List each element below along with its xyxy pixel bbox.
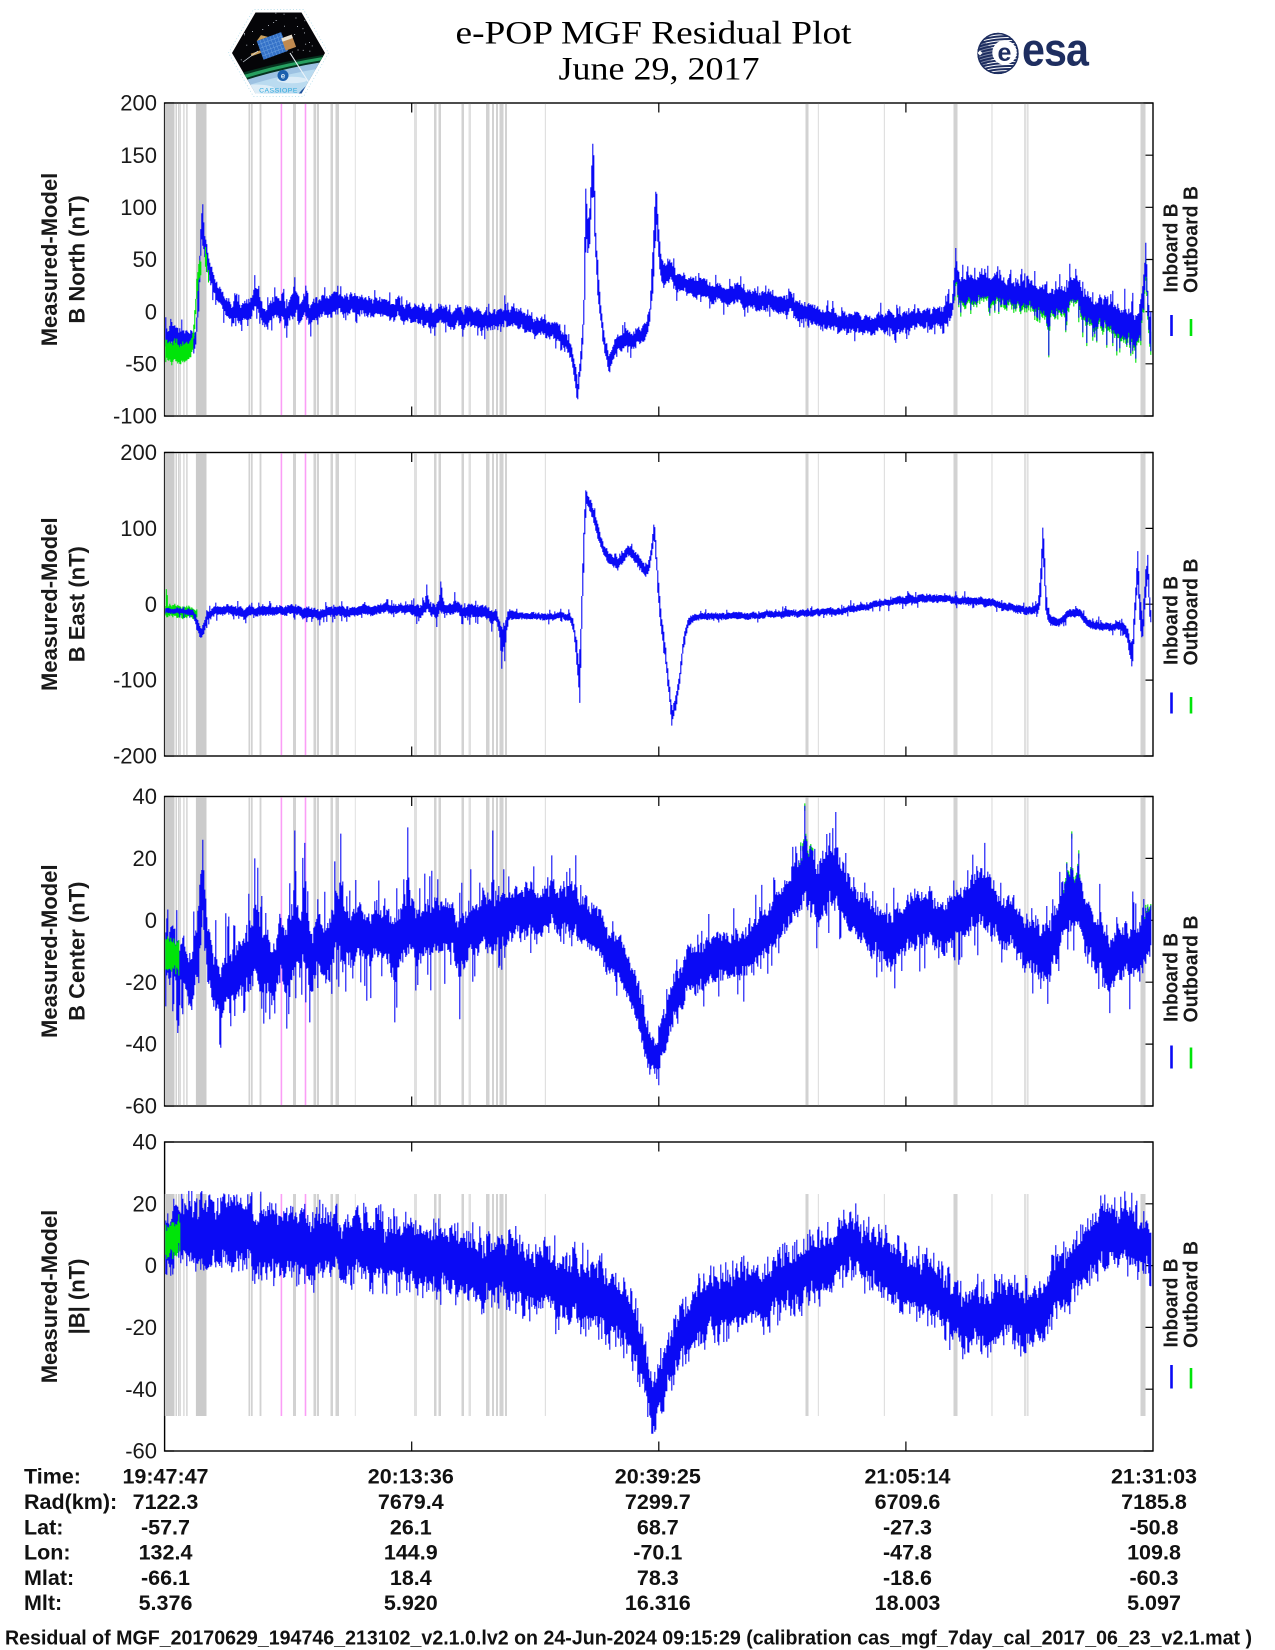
svg-text:Outboard B: Outboard B [1181,916,1203,1023]
svg-text:5.376: 5.376 [139,1591,193,1615]
svg-text:-27.3: -27.3 [883,1515,932,1539]
svg-text:Measured-Model: Measured-Model [37,1210,62,1384]
svg-text:19:47:47: 19:47:47 [122,1465,208,1489]
svg-text:7299.7: 7299.7 [625,1490,691,1514]
svg-text:B East (nT): B East (nT) [65,546,90,662]
svg-text:20: 20 [133,846,157,871]
svg-text:18.4: 18.4 [390,1566,432,1590]
svg-text:-40: -40 [125,1377,157,1402]
svg-text:Lat:: Lat: [24,1515,63,1539]
svg-text:Inboard B: Inboard B [1161,933,1183,1022]
svg-text:150: 150 [120,143,157,168]
svg-text:-100: -100 [113,404,157,429]
svg-text:Mlt:: Mlt: [24,1591,62,1615]
svg-text:16.316: 16.316 [625,1591,691,1615]
svg-text:Measured-Model: Measured-Model [37,173,62,347]
svg-text:5.920: 5.920 [384,1591,438,1615]
svg-text:esa: esa [1022,24,1089,76]
svg-text:0: 0 [145,592,157,617]
svg-text:-66.1: -66.1 [141,1566,190,1590]
svg-text:7122.3: 7122.3 [133,1490,199,1514]
svg-text:-200: -200 [113,744,157,769]
svg-text:-60: -60 [125,1094,157,1119]
svg-text:50: 50 [133,247,157,272]
svg-text:-50: -50 [125,351,157,376]
svg-text:20: 20 [133,1191,157,1216]
svg-text:5.097: 5.097 [1127,1591,1181,1615]
svg-text:21:31:03: 21:31:03 [1111,1465,1197,1489]
svg-text:Outboard B: Outboard B [1181,186,1203,293]
svg-text:200: 200 [120,91,157,116]
svg-text:0: 0 [145,299,157,324]
svg-text:200: 200 [120,440,157,465]
svg-text:-60.3: -60.3 [1129,1566,1178,1590]
svg-text:Lon:: Lon: [24,1541,71,1565]
svg-text:-40: -40 [125,1032,157,1057]
svg-text:-70.1: -70.1 [633,1541,682,1565]
svg-text:100: 100 [120,195,157,220]
svg-text:Time:: Time: [24,1465,81,1489]
svg-text:Outboard B: Outboard B [1181,559,1203,666]
svg-text:26.1: 26.1 [390,1515,432,1539]
svg-text:109.8: 109.8 [1127,1541,1181,1565]
svg-text:Outboard B: Outboard B [1181,1241,1203,1348]
svg-text:-100: -100 [113,668,157,693]
svg-text:Inboard B: Inboard B [1161,204,1183,293]
svg-text:-18.6: -18.6 [883,1566,932,1590]
svg-text:20:13:36: 20:13:36 [368,1465,454,1489]
svg-text:78.3: 78.3 [637,1566,679,1590]
svg-text:Measured-Model: Measured-Model [37,517,62,691]
svg-text:-60: -60 [125,1439,157,1464]
svg-text:Inboard B: Inboard B [1161,576,1183,665]
svg-text:40: 40 [133,784,157,809]
svg-text:-57.7: -57.7 [141,1515,190,1539]
svg-text:6709.6: 6709.6 [875,1490,941,1514]
svg-text:100: 100 [120,516,157,541]
svg-text:144.9: 144.9 [384,1541,438,1565]
svg-text:68.7: 68.7 [637,1515,679,1539]
svg-text:e: e [281,72,286,81]
svg-text:CASSIOPE: CASSIOPE [259,88,298,95]
svg-text:B North (nT): B North (nT) [65,195,90,323]
svg-text:0: 0 [145,1253,157,1278]
svg-text:Rad(km):: Rad(km): [24,1490,117,1514]
svg-text:e-POP MGF Residual Plot: e-POP MGF Residual Plot [456,16,852,52]
svg-text:Residual of MGF_20170629_19474: Residual of MGF_20170629_194746_213102_v… [5,1628,1252,1650]
svg-text:0: 0 [145,908,157,933]
svg-text:132.4: 132.4 [139,1541,193,1565]
svg-text:e: e [998,39,1012,67]
svg-text:June 29, 2017: June 29, 2017 [559,52,760,88]
svg-text:Measured-Model: Measured-Model [37,864,62,1038]
svg-text:-50.8: -50.8 [1129,1515,1178,1539]
svg-text:-20: -20 [125,1315,157,1340]
svg-text:20:39:25: 20:39:25 [615,1465,701,1489]
svg-text:40: 40 [133,1130,157,1155]
svg-text:|B| (nT): |B| (nT) [65,1259,90,1335]
svg-text:7185.8: 7185.8 [1121,1490,1187,1514]
svg-text:-47.8: -47.8 [883,1541,932,1565]
svg-text:B Center (nT): B Center (nT) [65,882,90,1021]
svg-text:-20: -20 [125,970,157,995]
svg-text:21:05:14: 21:05:14 [864,1465,950,1489]
svg-text:7679.4: 7679.4 [378,1490,444,1514]
svg-text:Mlat:: Mlat: [24,1566,74,1590]
svg-text:Inboard B: Inboard B [1161,1259,1183,1348]
svg-text:18.003: 18.003 [875,1591,941,1615]
